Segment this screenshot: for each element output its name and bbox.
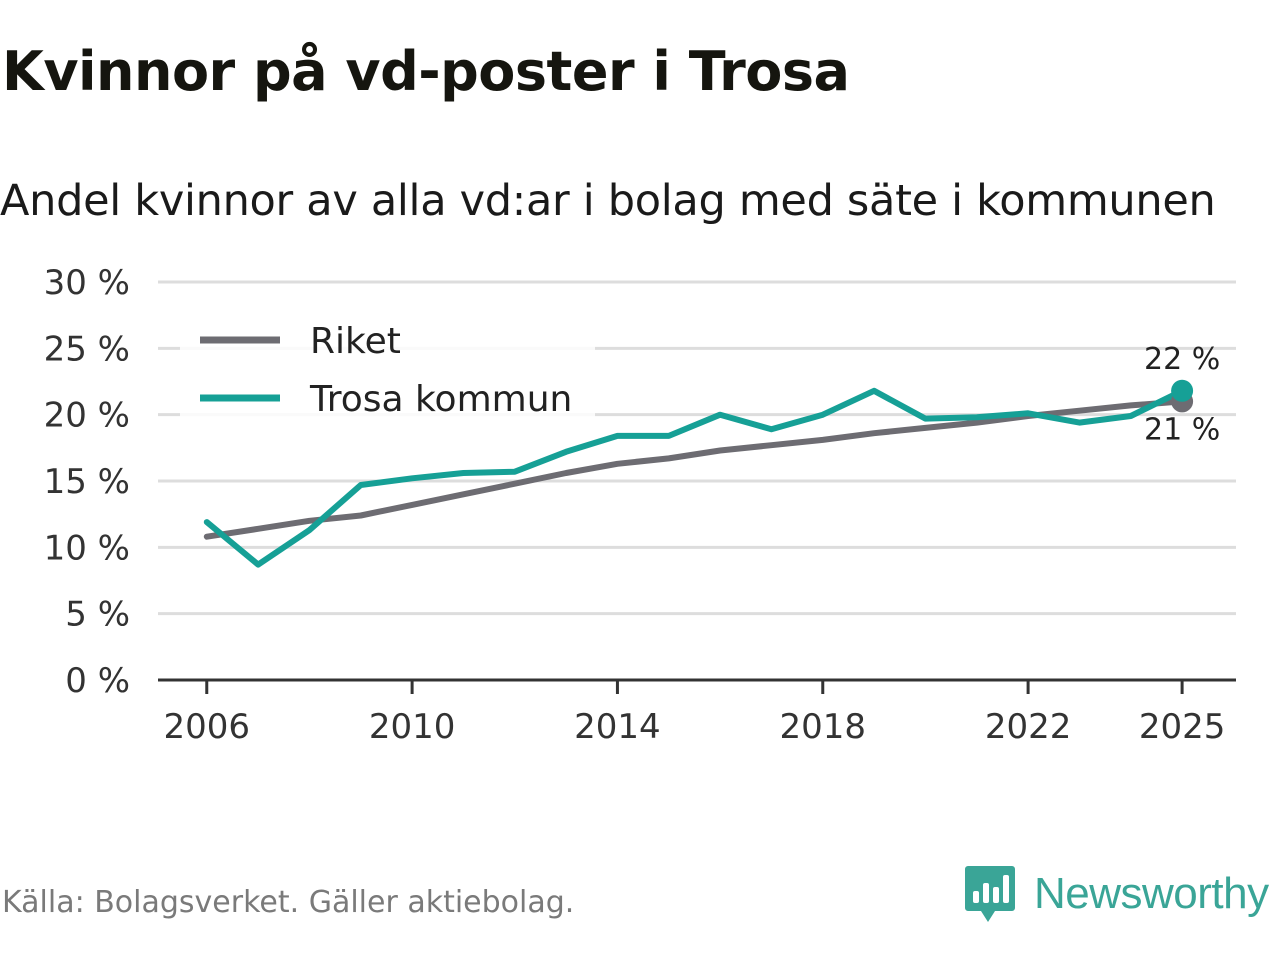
y-tick-label: 15 % [44,462,130,502]
y-tick-label: 20 % [44,396,130,436]
x-tick-label: 2006 [164,707,251,747]
x-tick-label: 2022 [985,707,1072,747]
legend: Riket Trosa kommun [180,298,595,420]
end-label-trosa: 22 % [1144,342,1220,377]
newsworthy-icon [965,866,1015,922]
y-axis: 0 % 5 % 10 % 15 % 20 % 25 % 30 % [44,263,130,701]
series-line-trosa-kommun [203,387,1186,568]
chart-subtitle: Andel kvinnor av alla vd:ar i bolag med … [0,176,1216,226]
end-label-riket: 21 % [1144,412,1220,447]
y-tick-label: 10 % [44,528,130,568]
brand-name: Newsworthy [1034,869,1269,918]
y-tick-label: 30 % [44,263,130,303]
legend-label: Trosa kommun [309,379,572,420]
chart-title: Kvinnor på vd-poster i Trosa [2,40,850,103]
series-lines [203,379,1194,568]
x-tick-label: 2014 [574,707,661,747]
brand-logo[interactable]: Newsworthy [964,864,1269,924]
x-axis: 2006 2010 2014 2018 2022 2025 [158,678,1236,747]
x-tick-label: 2010 [369,707,456,747]
end-marker-trosa-kommun [1171,379,1194,402]
line-chart: 0 %5 %10 %15 %20 %25 %30 % 2006 2010 2014 2… [44,263,1236,747]
x-tick-label: 2018 [780,707,867,747]
x-tick-label: 2025 [1139,707,1226,747]
y-tick-label: 0 % [65,661,130,701]
legend-label: Riket [310,321,401,362]
series-line-riket [203,398,1186,540]
source-note: Källa: Bolagsverket. Gäller aktiebolag. [2,885,575,920]
y-tick-label: 5 % [65,595,130,635]
end-labels: 22 % 21 % [1144,342,1220,448]
y-tick-label: 25 % [44,329,130,369]
